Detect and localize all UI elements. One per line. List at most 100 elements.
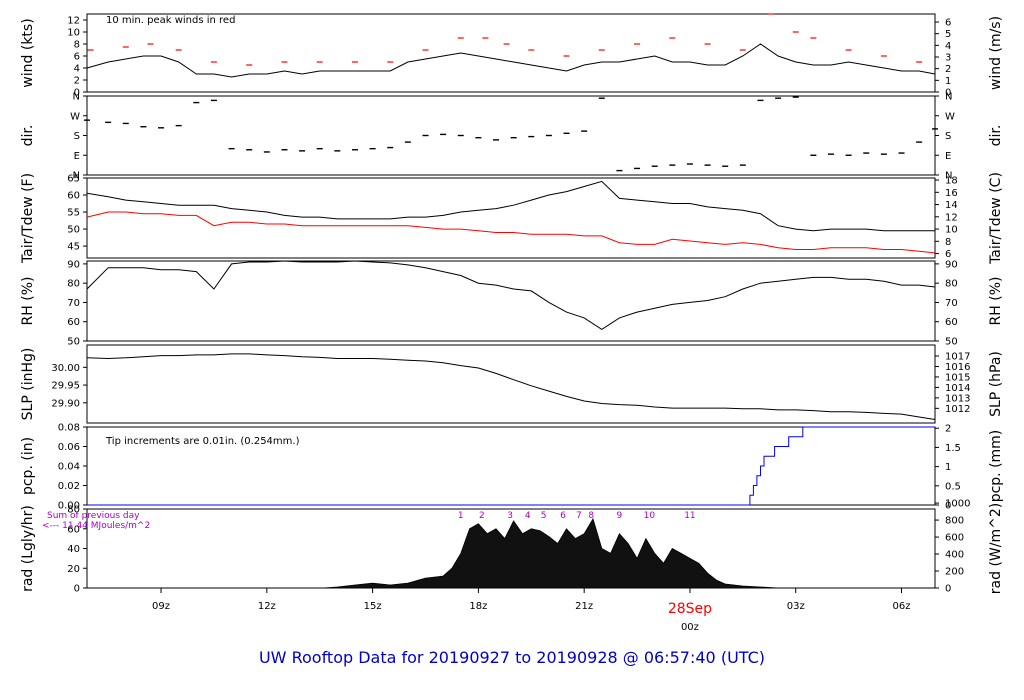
right-y-tick-label: E [945,151,951,162]
right-y-tick-label: 70 [945,298,958,309]
peak-wind-mark [792,31,799,33]
y-axis-title: dir. [20,125,36,147]
peak-wind-mark [739,49,746,51]
right-y-tick-label: 1012 [945,404,970,415]
y-axis-title: wind (kts) [20,18,36,87]
peak-wind-mark [351,61,358,63]
peak-wind-mark [916,61,923,63]
right-y-tick-label: 16 [945,188,958,199]
y-tick-label: N [73,92,80,103]
y-tick-label: 40 [67,544,80,555]
peak-wind-mark [87,49,94,51]
y-tick-label: S [74,131,80,142]
direction-mark [510,136,517,139]
y-tick-label: 0 [74,584,80,595]
series-line-precip [87,426,935,506]
direction-mark [175,124,182,127]
right-y-tick-label: 1.5 [945,443,961,454]
y-tick-label: 20 [67,564,80,575]
direction-mark [634,167,641,170]
panel-precip: 0.00 0.02 0.04 0.06 0.08 0 0.5 1 1.5 2 pcp. (in) pc… [20,423,1004,512]
right-y-axis-title: RH (%) [988,277,1004,326]
y-tick-label: 0.08 [58,423,80,434]
direction-mark [457,134,464,137]
direction-mark [122,122,129,125]
direction-mark [722,165,729,167]
y-tick-label: 45 [67,242,80,253]
x-tick-label: 21z [575,601,593,612]
right-y-tick-label: 600 [945,533,964,544]
sun-marker-label: 3 [507,511,513,521]
direction-mark [316,147,323,150]
y-axis-title: pcp. (in) [20,437,36,495]
y-axis-title: rad (Lgly/hr) [20,505,36,592]
direction-mark [616,169,623,172]
direction-mark [84,119,90,121]
y-axis-title: SLP (inHg) [20,348,36,421]
y-tick-label: 8 [74,40,80,51]
y-tick-label: 0.04 [58,462,80,473]
sun-marker-label: 11 [684,511,695,521]
direction-mark [228,147,235,150]
peak-wind-mark [281,61,288,63]
series-line-rh [86,260,936,330]
peak-wind-mark [210,61,217,63]
direction-mark [475,136,482,139]
right-y-tick-label: 0.5 [945,481,961,492]
direction-mark [158,127,165,129]
peak-wind-mark [246,64,253,66]
right-y-axis-title: Tair/Tdew (C) [988,172,1004,265]
direction-mark [105,121,112,124]
direction-mark [263,151,270,153]
panel-annotation: Tip increments are 0.01in. (0.254mm.) [105,436,300,447]
y-tick-label: 0.00 [58,501,80,512]
direction-mark [351,149,358,151]
direction-mark [334,150,341,152]
right-y-axis-title: pcp. (mm) [988,430,1004,503]
y-tick-label: 80 [67,279,80,290]
x-tick-label: 12z [258,601,276,612]
y-tick-label: 90 [67,259,80,270]
right-y-tick-label: 0 [945,88,951,99]
right-y-tick-label: N [945,171,952,182]
right-y-tick-label: 6 [945,249,951,260]
time-axis: 28Sep 09z 12z 15z 18z 21z 00z 03z 06z [152,588,910,633]
right-y-tick-label: 1015 [945,372,970,383]
right-y-tick-label: 400 [945,550,964,561]
y-tick-label: 6 [74,52,80,63]
panel-frame [86,177,936,259]
direction-mark [739,164,746,166]
right-y-tick-label: 90 [945,259,958,270]
direction-mark [669,164,676,166]
y-tick-label: 4 [74,64,80,75]
direction-mark [193,101,200,104]
right-y-tick-label: 10 [945,225,958,236]
date-marker-label: 28Sep [668,601,712,617]
y-tick-label: 12 [67,16,80,27]
sun-marker-label: 10 [644,511,656,521]
panel-frame [86,344,936,424]
direction-mark [281,149,288,151]
y-tick-label: 0 [74,88,80,99]
y-tick-label: 10 [67,28,80,39]
peak-wind-mark [316,61,323,63]
solar-sum-note: <--- 11.44 MJoules/m^2 [42,521,150,531]
right-y-tick-label: 14 [945,200,958,211]
right-y-tick-label: N [945,92,952,103]
series-line-tdew [86,211,936,254]
right-y-tick-label: 50 [945,337,958,348]
direction-mark [545,134,552,137]
peak-wind-mark [845,49,852,51]
y-tick-label: 60 [67,191,80,202]
direction-mark [792,96,799,98]
y-tick-label: 70 [67,298,80,309]
right-y-tick-label: 60 [945,317,958,328]
x-tick-label: 00z [681,622,699,633]
y-axis-title: Tair/Tdew (F) [20,173,36,264]
direction-mark [827,153,834,155]
right-y-axis-title: rad (W/m^2) [988,503,1004,594]
right-y-tick-label: 1014 [945,383,970,394]
direction-mark [140,126,147,128]
series-line-wind [86,43,936,78]
direction-mark [845,154,852,156]
